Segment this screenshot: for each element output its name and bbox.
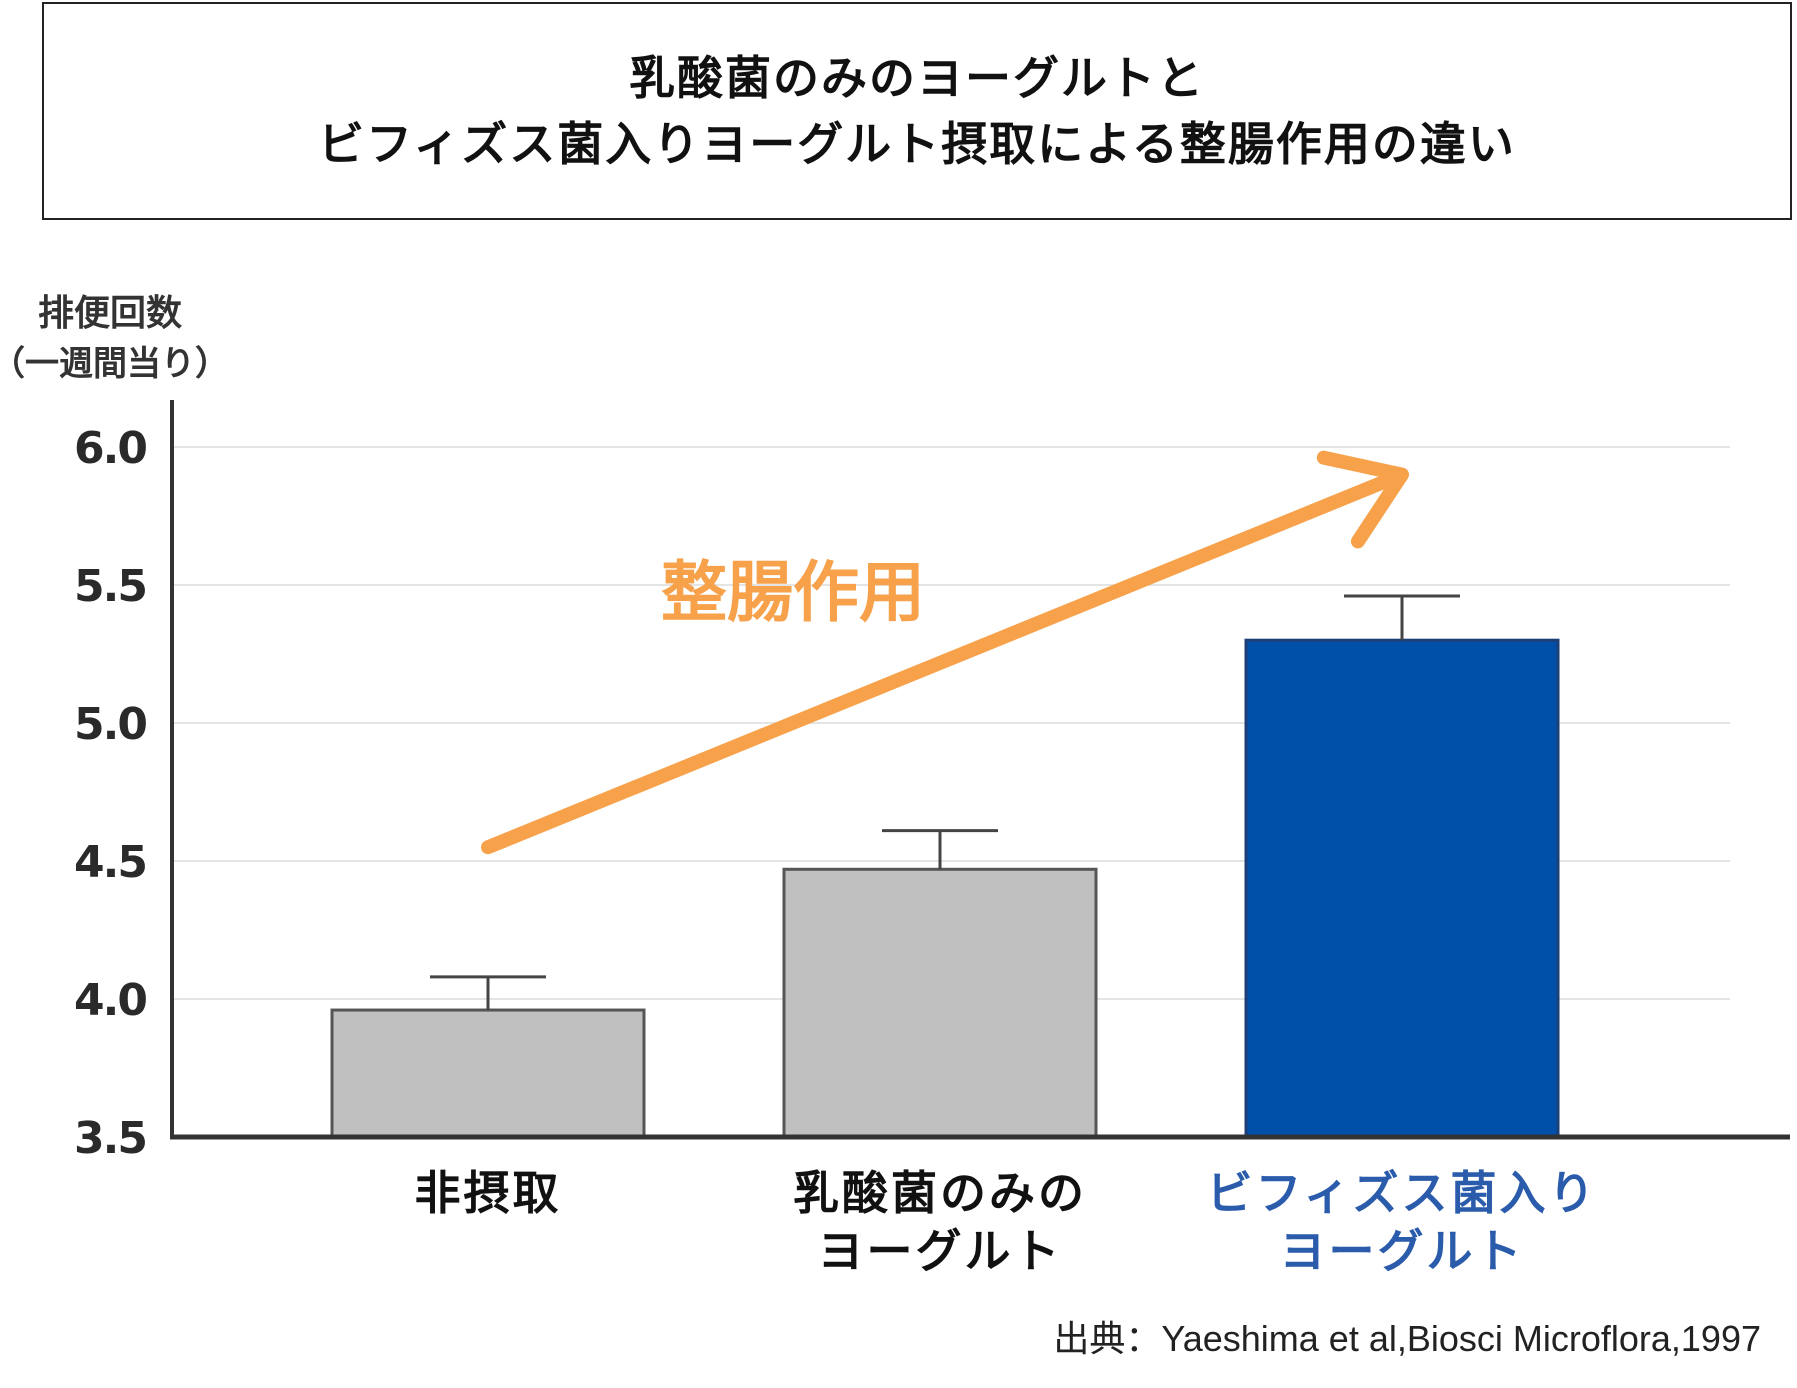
- source-prefix: 出典：: [1053, 1319, 1162, 1360]
- y-tick-label: 6.0: [74, 423, 146, 474]
- y-tick-label: 5.0: [74, 699, 146, 750]
- y-axis-label: 排便回数: [38, 293, 182, 334]
- y-tick-label: 4.5: [74, 837, 146, 888]
- title-box: 乳酸菌のみのヨーグルトと ビフィズス菌入りヨーグルト摂取による整腸作用の違い: [42, 2, 1792, 220]
- bar: [1244, 638, 1560, 1139]
- x-category-label: 乳酸菌のみの: [793, 1166, 1087, 1220]
- bar: [330, 1008, 646, 1139]
- trend-arrow-head: [1316, 450, 1409, 549]
- source-text: Yaeshima et al,Biosci Microflora,1997: [1161, 1318, 1761, 1359]
- x-category-label: ビフィズス菌入り: [1206, 1166, 1597, 1220]
- trend-arrow-shaft: [481, 469, 1404, 855]
- x-category-label: ヨーグルト: [1280, 1224, 1525, 1278]
- y-tick-label: 5.5: [74, 561, 146, 612]
- annotation-label: 整腸作用: [661, 554, 925, 631]
- bar: [782, 867, 1098, 1139]
- x-category-label: ヨーグルト: [818, 1224, 1063, 1278]
- y-tick-label: 3.5: [74, 1113, 146, 1164]
- y-axis-label-unit: （一週間当り）: [0, 344, 229, 384]
- x-category-label: 非摂取: [415, 1166, 562, 1220]
- title-line-1: 乳酸菌のみのヨーグルトと: [629, 51, 1205, 105]
- y-tick-label: 4.0: [74, 975, 146, 1026]
- source-citation: 出典：Yaeshima et al,Biosci Microflora,1997: [1053, 1310, 1761, 1362]
- title-line-2: ビフィズス菌入りヨーグルト摂取による整腸作用の違い: [318, 117, 1516, 171]
